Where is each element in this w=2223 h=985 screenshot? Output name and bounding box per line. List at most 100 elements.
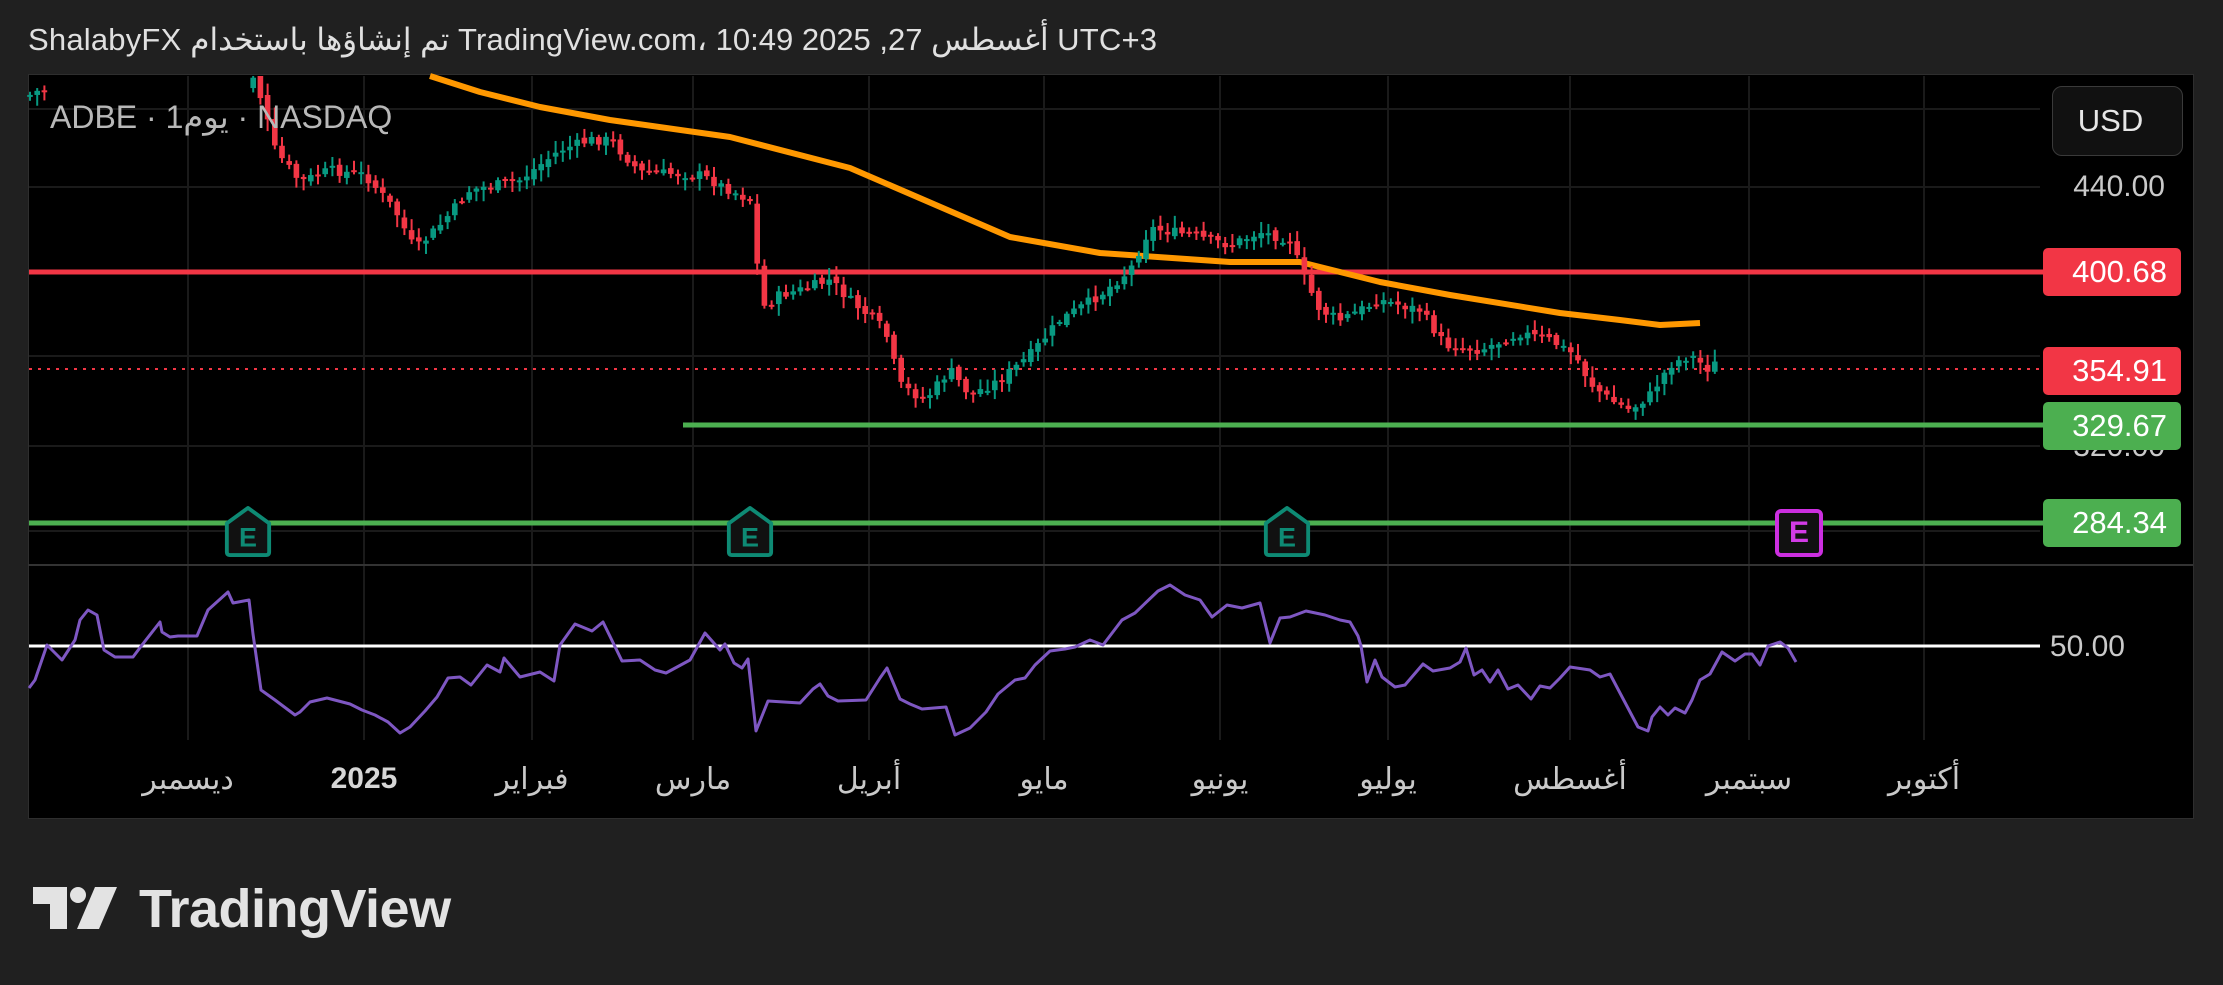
price-tag-resistance[interactable]: 400.68 [2043, 248, 2181, 296]
candle-body [1380, 300, 1387, 305]
candle-body [1258, 233, 1264, 239]
candle-body [552, 152, 559, 157]
time-axis-label: أكتوبر [1887, 763, 1961, 796]
candle-body [1676, 360, 1682, 367]
candle-body [1589, 377, 1596, 387]
price-tag-support-1[interactable]: 329.67 [2043, 402, 2181, 450]
candle-body [430, 228, 436, 238]
candle-body [1474, 350, 1480, 354]
candle-body [495, 180, 501, 191]
candle-body [1712, 361, 1718, 372]
candle-body [308, 175, 314, 182]
candle-body [387, 195, 393, 202]
candle-body [1222, 243, 1228, 248]
candle-body [351, 170, 357, 173]
candle-body [1157, 225, 1164, 231]
candle-body [1445, 337, 1452, 349]
candle-body [970, 392, 976, 395]
tradingview-logo: TradingView [33, 878, 451, 940]
candle-body [610, 139, 616, 142]
candle-body [596, 137, 602, 145]
time-axis-label: سبتمبر [1705, 763, 1793, 796]
candle-body [264, 95, 271, 120]
candle-body [1510, 338, 1516, 341]
earnings-past-icon[interactable]: E [725, 504, 775, 558]
candle-body [1143, 239, 1149, 259]
candle-body [891, 334, 897, 359]
candle-body [754, 203, 760, 264]
candle-body [34, 90, 40, 95]
candle-body [1272, 230, 1279, 241]
candle-body [1308, 274, 1315, 293]
candle-body [1532, 329, 1538, 335]
candle-body [1251, 236, 1257, 242]
candle-body [293, 163, 300, 178]
candle-body [509, 179, 516, 182]
rsi-axis-50: 50.00 [2049, 630, 2125, 663]
time-axis-label: ديسمبر [142, 763, 234, 796]
time-axis-label: أغسطس [1513, 763, 1627, 796]
price-tag-last-price[interactable]: 354.91 [2043, 347, 2181, 395]
candle-body [617, 139, 624, 155]
candle-body [783, 292, 789, 297]
candle-body [1409, 305, 1416, 312]
candle-body [581, 137, 588, 144]
candle-body [1661, 372, 1668, 384]
earnings-past-icon[interactable]: E [1262, 504, 1312, 558]
candle-body [1121, 276, 1128, 285]
candle-body [1280, 242, 1286, 245]
candle-body [1647, 391, 1653, 403]
candle-body [884, 323, 890, 337]
candle-body [250, 77, 256, 89]
candle-body [1193, 231, 1200, 234]
candle-body [639, 163, 645, 171]
candle-body [444, 216, 451, 223]
candle-body [804, 288, 811, 291]
candle-body [1265, 233, 1272, 236]
candle-body [1215, 235, 1221, 241]
candle-body [1114, 285, 1120, 290]
currency-button[interactable]: USD [2052, 86, 2183, 156]
candle-body [1654, 386, 1660, 392]
candle-body [516, 180, 523, 183]
candle-body [545, 159, 552, 168]
candle-body [660, 169, 667, 174]
candle-body [927, 395, 933, 398]
candle-body [315, 174, 321, 177]
candle-body [977, 389, 984, 395]
candle-body [1553, 335, 1560, 346]
candle-body [1596, 385, 1603, 392]
candle-body [653, 170, 660, 173]
earnings-upcoming-icon[interactable]: E [1775, 509, 1823, 557]
time-axis-label: مايو [1019, 763, 1069, 796]
candle-body [1287, 241, 1293, 244]
candle-body [1546, 334, 1552, 338]
candle-body [912, 389, 919, 399]
candle-body [790, 291, 796, 295]
candle-body [1683, 360, 1689, 363]
candle-body [1388, 301, 1394, 304]
candle-body [459, 201, 465, 204]
candle-body [423, 240, 429, 244]
ma-line[interactable] [429, 73, 1701, 328]
candle-body [1604, 390, 1610, 395]
price-tag-support-2[interactable]: 284.34 [2043, 499, 2181, 547]
candle-body [920, 396, 926, 399]
candle-body [1186, 231, 1192, 234]
candle-body [1352, 311, 1358, 314]
candle-body [603, 136, 609, 146]
candle-body [819, 277, 825, 284]
candle-body [1071, 308, 1077, 315]
candle-body [761, 265, 768, 306]
candle-body [624, 154, 631, 163]
rsi-line[interactable] [27, 583, 1798, 737]
candle-body [365, 174, 372, 184]
candle-body [1107, 286, 1113, 297]
candle-body [1560, 345, 1567, 348]
earnings-past-icon[interactable]: E [223, 504, 273, 558]
candle-body [1020, 359, 1027, 363]
candle-body [1517, 337, 1524, 341]
candle-body [416, 237, 422, 242]
candle-body [372, 180, 379, 188]
